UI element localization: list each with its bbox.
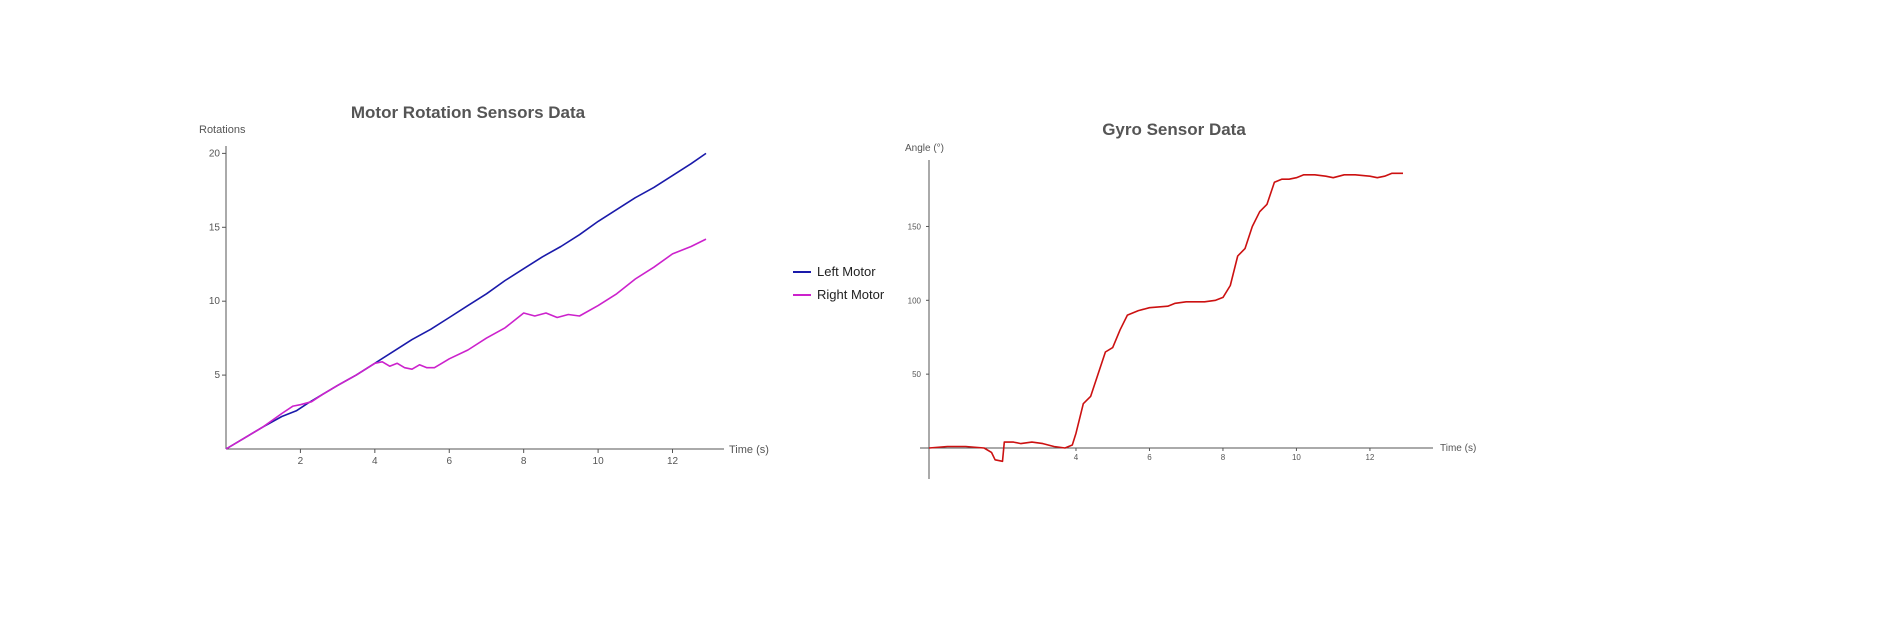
legend-label-left-motor: Left Motor — [817, 264, 876, 279]
gyro-chart-xlabel: Time (s) — [1440, 443, 1476, 454]
gyro-chart-ticks: 4 6 8 10 12 50 100 150 — [908, 222, 1375, 462]
gyro-x-tick-label: 12 — [1365, 453, 1374, 462]
gyro-line-series-0 — [928, 172, 1403, 463]
motor-x-tick-label: 6 — [446, 456, 452, 467]
motor-chart-title: Motor Rotation Sensors Data — [351, 103, 586, 122]
gyro-chart-title: Gyro Sensor Data — [1102, 120, 1246, 139]
motor-y-tick-label: 10 — [209, 296, 221, 307]
motor-y-tick-label: 5 — [214, 370, 220, 381]
motor-chart-xlabel: Time (s) — [729, 444, 769, 456]
gyro-chart: Gyro Sensor Data Angle (°) Time (s) 4 6 8 1… — [905, 120, 1476, 479]
legend-label-right-motor: Right Motor — [817, 287, 885, 302]
motor-chart-ticks: 2 4 6 8 10 12 5 10 15 20 — [209, 148, 679, 467]
motor-chart-ylabel: Rotations — [199, 124, 246, 136]
gyro-x-tick-label: 10 — [1292, 453, 1301, 462]
motor-x-tick-label: 12 — [667, 456, 679, 467]
gyro-chart-lines — [928, 172, 1403, 463]
motor-x-tick-label: 4 — [372, 456, 378, 467]
gyro-x-tick-label: 6 — [1147, 453, 1152, 462]
gyro-y-tick-label: 150 — [908, 222, 922, 231]
gyro-y-tick-label: 100 — [908, 296, 922, 305]
motor-y-tick-label: 15 — [209, 222, 221, 233]
motor-chart-lines — [225, 152, 707, 450]
motor-x-tick-label: 2 — [298, 456, 304, 467]
gyro-y-tick-label: 50 — [912, 370, 921, 379]
gyro-chart-ylabel: Angle (°) — [905, 143, 944, 154]
gyro-x-tick-label: 4 — [1074, 453, 1079, 462]
motor-chart-legend: Left Motor Right Motor — [793, 264, 885, 302]
motor-chart: Motor Rotation Sensors Data Rotations Ti… — [199, 103, 885, 467]
motor-x-tick-label: 8 — [521, 456, 527, 467]
gyro-x-tick-label: 8 — [1221, 453, 1226, 462]
motor-y-tick-label: 20 — [209, 148, 221, 159]
motor-line-left-motor — [225, 152, 707, 450]
motor-x-tick-label: 10 — [593, 456, 605, 467]
motor-line-right-motor — [225, 238, 707, 450]
